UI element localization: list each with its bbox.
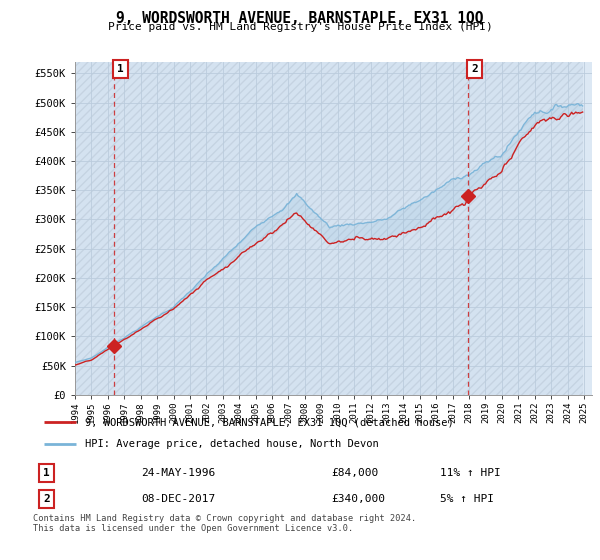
Text: 2: 2 xyxy=(471,64,478,74)
Text: 24-MAY-1996: 24-MAY-1996 xyxy=(142,468,216,478)
Text: 11% ↑ HPI: 11% ↑ HPI xyxy=(440,468,501,478)
Text: Contains HM Land Registry data © Crown copyright and database right 2024.
This d: Contains HM Land Registry data © Crown c… xyxy=(33,514,416,534)
Text: 2: 2 xyxy=(43,494,50,504)
Text: 5% ↑ HPI: 5% ↑ HPI xyxy=(440,494,494,504)
Text: 1: 1 xyxy=(43,468,50,478)
Text: 9, WORDSWORTH AVENUE, BARNSTAPLE, EX31 1QQ: 9, WORDSWORTH AVENUE, BARNSTAPLE, EX31 1… xyxy=(116,11,484,26)
Text: £84,000: £84,000 xyxy=(332,468,379,478)
Text: 08-DEC-2017: 08-DEC-2017 xyxy=(142,494,216,504)
Text: 9, WORDSWORTH AVENUE, BARNSTAPLE, EX31 1QQ (detached house): 9, WORDSWORTH AVENUE, BARNSTAPLE, EX31 1… xyxy=(85,417,454,427)
Text: 1: 1 xyxy=(118,64,124,74)
Text: HPI: Average price, detached house, North Devon: HPI: Average price, detached house, Nort… xyxy=(85,438,379,449)
Text: £340,000: £340,000 xyxy=(332,494,386,504)
Text: Price paid vs. HM Land Registry's House Price Index (HPI): Price paid vs. HM Land Registry's House … xyxy=(107,22,493,32)
